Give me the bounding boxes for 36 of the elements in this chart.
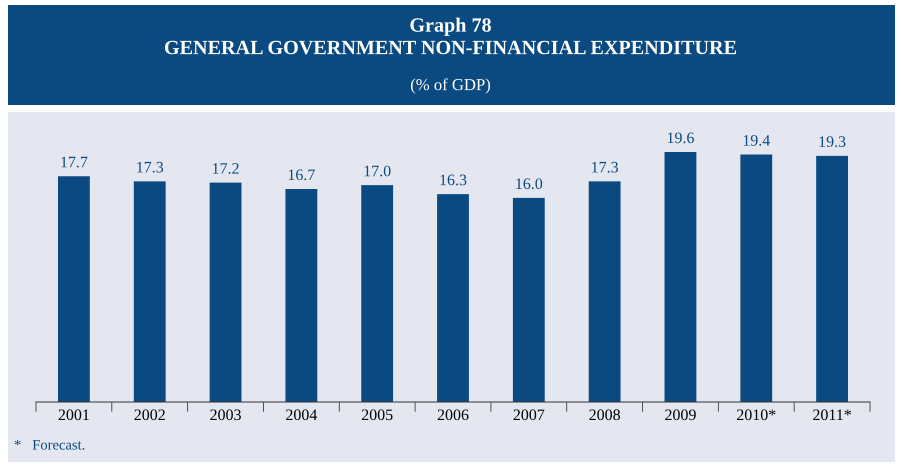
- bar: [361, 185, 394, 402]
- x-tick-label: 2001: [58, 409, 89, 420]
- chart-title: Graph 78 GENERAL GOVERNMENT NON-FINANCIAL EXPENDITURE: [164, 18, 736, 54]
- bar: [588, 181, 621, 402]
- x-tick-label: 2011*: [813, 409, 851, 420]
- data-label: 17.3: [137, 162, 164, 173]
- x-tick-label: 2007: [514, 409, 544, 420]
- data-label: 19.3: [820, 136, 846, 148]
- bar: [134, 181, 166, 402]
- bar: [816, 156, 848, 402]
- x-tick-label: 2009: [665, 409, 696, 420]
- bar: [437, 194, 469, 402]
- x-tick-label: 2005: [362, 409, 393, 420]
- x-tick-label: 2010*: [737, 409, 776, 420]
- data-label: 19.4: [744, 135, 770, 146]
- data-label: 16.7: [288, 169, 315, 180]
- x-tick-label: 2002: [134, 409, 165, 420]
- data-label: 19.6: [668, 132, 694, 144]
- bar: [664, 152, 696, 402]
- bar: [58, 176, 90, 402]
- x-tick-label: 2004: [286, 409, 318, 420]
- x-tick-label: 2008: [589, 409, 620, 420]
- text: * Forecast.: [14, 440, 84, 450]
- bar: [740, 154, 772, 402]
- data-label: 16.3: [440, 174, 466, 186]
- bar: [210, 182, 242, 402]
- data-label: 17.2: [212, 163, 239, 174]
- x-tick-label: 2003: [210, 409, 241, 420]
- chart-subtitle: (% of GDP): [410, 78, 490, 94]
- bar: [285, 188, 318, 402]
- data-label: 17.0: [364, 166, 391, 176]
- data-label: 16.0: [516, 178, 542, 190]
- data-label: 17.3: [592, 162, 618, 173]
- bar: [512, 198, 545, 402]
- data-label: 17.7: [61, 156, 88, 168]
- x-tick-label: 2006: [438, 409, 468, 420]
